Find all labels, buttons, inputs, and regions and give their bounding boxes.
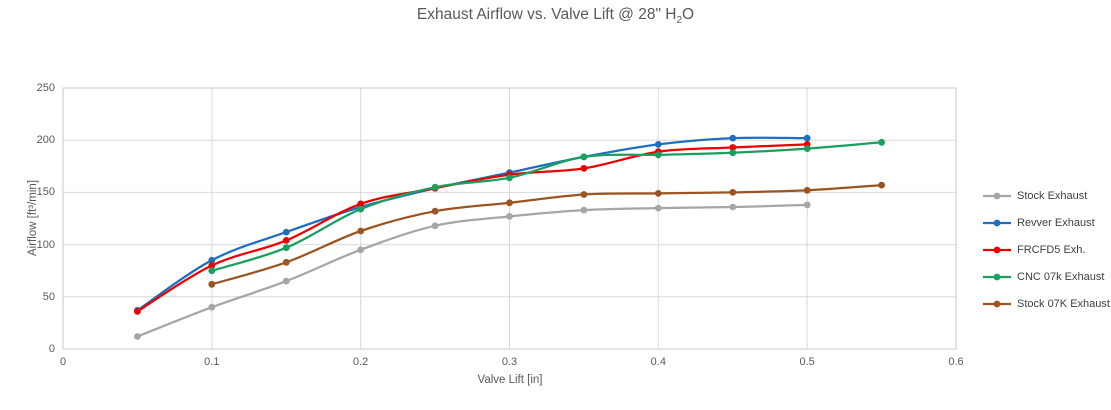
legend-label: CNC 07k Exhaust — [1017, 270, 1105, 283]
chart-title: Exhaust Airflow vs. Valve Lift @ 28" H2O — [416, 6, 695, 27]
legend: Stock Exhaust Revver Exhaust FRCFD5 Exh. CN… — [982, 182, 1110, 317]
data-point — [506, 199, 513, 207]
y-tick-label: 50 — [42, 290, 55, 303]
plot-border — [62, 87, 957, 350]
data-point — [134, 333, 141, 340]
series-line — [210, 183, 883, 286]
data-point — [803, 186, 811, 194]
data-point — [282, 277, 290, 285]
data-point — [580, 191, 588, 198]
legend-label: Stock Exhaust — [1017, 189, 1088, 202]
series-line — [136, 143, 809, 313]
data-point — [357, 227, 365, 235]
data-point — [654, 190, 662, 197]
data-point — [803, 145, 811, 153]
data-point — [803, 134, 811, 142]
series-line — [136, 203, 809, 338]
x-tick-label: 0.3 — [501, 356, 518, 368]
data-point — [208, 280, 216, 288]
legend-item: CNC 07k Exhaust — [982, 263, 1110, 290]
y-tick-label: 200 — [36, 134, 55, 147]
legend-item: Revver Exhaust — [982, 209, 1110, 236]
data-point — [208, 262, 216, 269]
data-point — [729, 203, 737, 211]
legend-label: Stock 07K Exhaust — [1017, 297, 1110, 310]
legend-label: Revver Exhaust — [1017, 216, 1095, 229]
data-point — [654, 141, 662, 148]
series-line — [136, 136, 809, 312]
x-axis-title: Valve Lift [in] — [477, 374, 543, 386]
data-point — [878, 181, 885, 189]
data-point — [431, 183, 439, 191]
y-tick-label: 0 — [48, 343, 55, 355]
data-point — [580, 153, 588, 161]
data-point — [357, 205, 365, 213]
data-point — [282, 258, 290, 266]
x-tick-label: 0.5 — [799, 356, 815, 368]
x-tick-label: 0.2 — [353, 356, 369, 368]
data-point — [729, 144, 737, 151]
data-point — [654, 151, 662, 159]
data-point — [878, 138, 885, 146]
data-point — [803, 201, 811, 209]
data-point — [282, 228, 290, 236]
data-point — [357, 246, 365, 254]
data-point — [208, 303, 216, 311]
legend-item: Stock Exhaust — [982, 182, 1110, 209]
data-point — [729, 189, 737, 196]
legend-label: FRCFD5 Exh. — [1017, 243, 1086, 256]
title-subscript: 2 — [676, 15, 683, 27]
y-tick-label: 250 — [36, 82, 55, 94]
y-tick-label: 150 — [36, 186, 55, 199]
data-point — [134, 308, 141, 315]
x-tick-label: 0.6 — [948, 356, 964, 368]
data-point — [431, 222, 439, 230]
data-point — [729, 134, 737, 142]
data-point — [580, 165, 588, 172]
data-point — [729, 149, 737, 157]
legend-swatch-cnc-07k-exhaust — [983, 273, 1011, 280]
data-point — [282, 244, 290, 252]
series-line — [210, 141, 883, 272]
legend-swatch-revver-exhaust — [983, 219, 1011, 226]
legend-item: Stock 07K Exhaust — [982, 290, 1110, 317]
data-point — [580, 206, 588, 214]
data-point — [282, 237, 290, 244]
y-tick-label: 100 — [36, 238, 55, 251]
legend-swatch-frcfd5-exh- — [983, 246, 1011, 253]
data-point — [357, 200, 365, 208]
data-point — [506, 174, 513, 182]
legend-item: FRCFD5 Exh. — [982, 236, 1110, 263]
legend-swatch-stock-exhaust — [983, 192, 1011, 199]
x-tick-label: 0.4 — [650, 356, 666, 368]
data-point — [208, 256, 216, 264]
legend-swatch-stock-07k-exhaust — [983, 300, 1011, 307]
data-point — [506, 213, 513, 220]
data-point — [431, 207, 439, 215]
data-point — [208, 267, 216, 275]
data-point — [654, 204, 662, 212]
x-tick-label: 0 — [59, 356, 67, 368]
x-tick-label: 0.1 — [204, 356, 220, 368]
